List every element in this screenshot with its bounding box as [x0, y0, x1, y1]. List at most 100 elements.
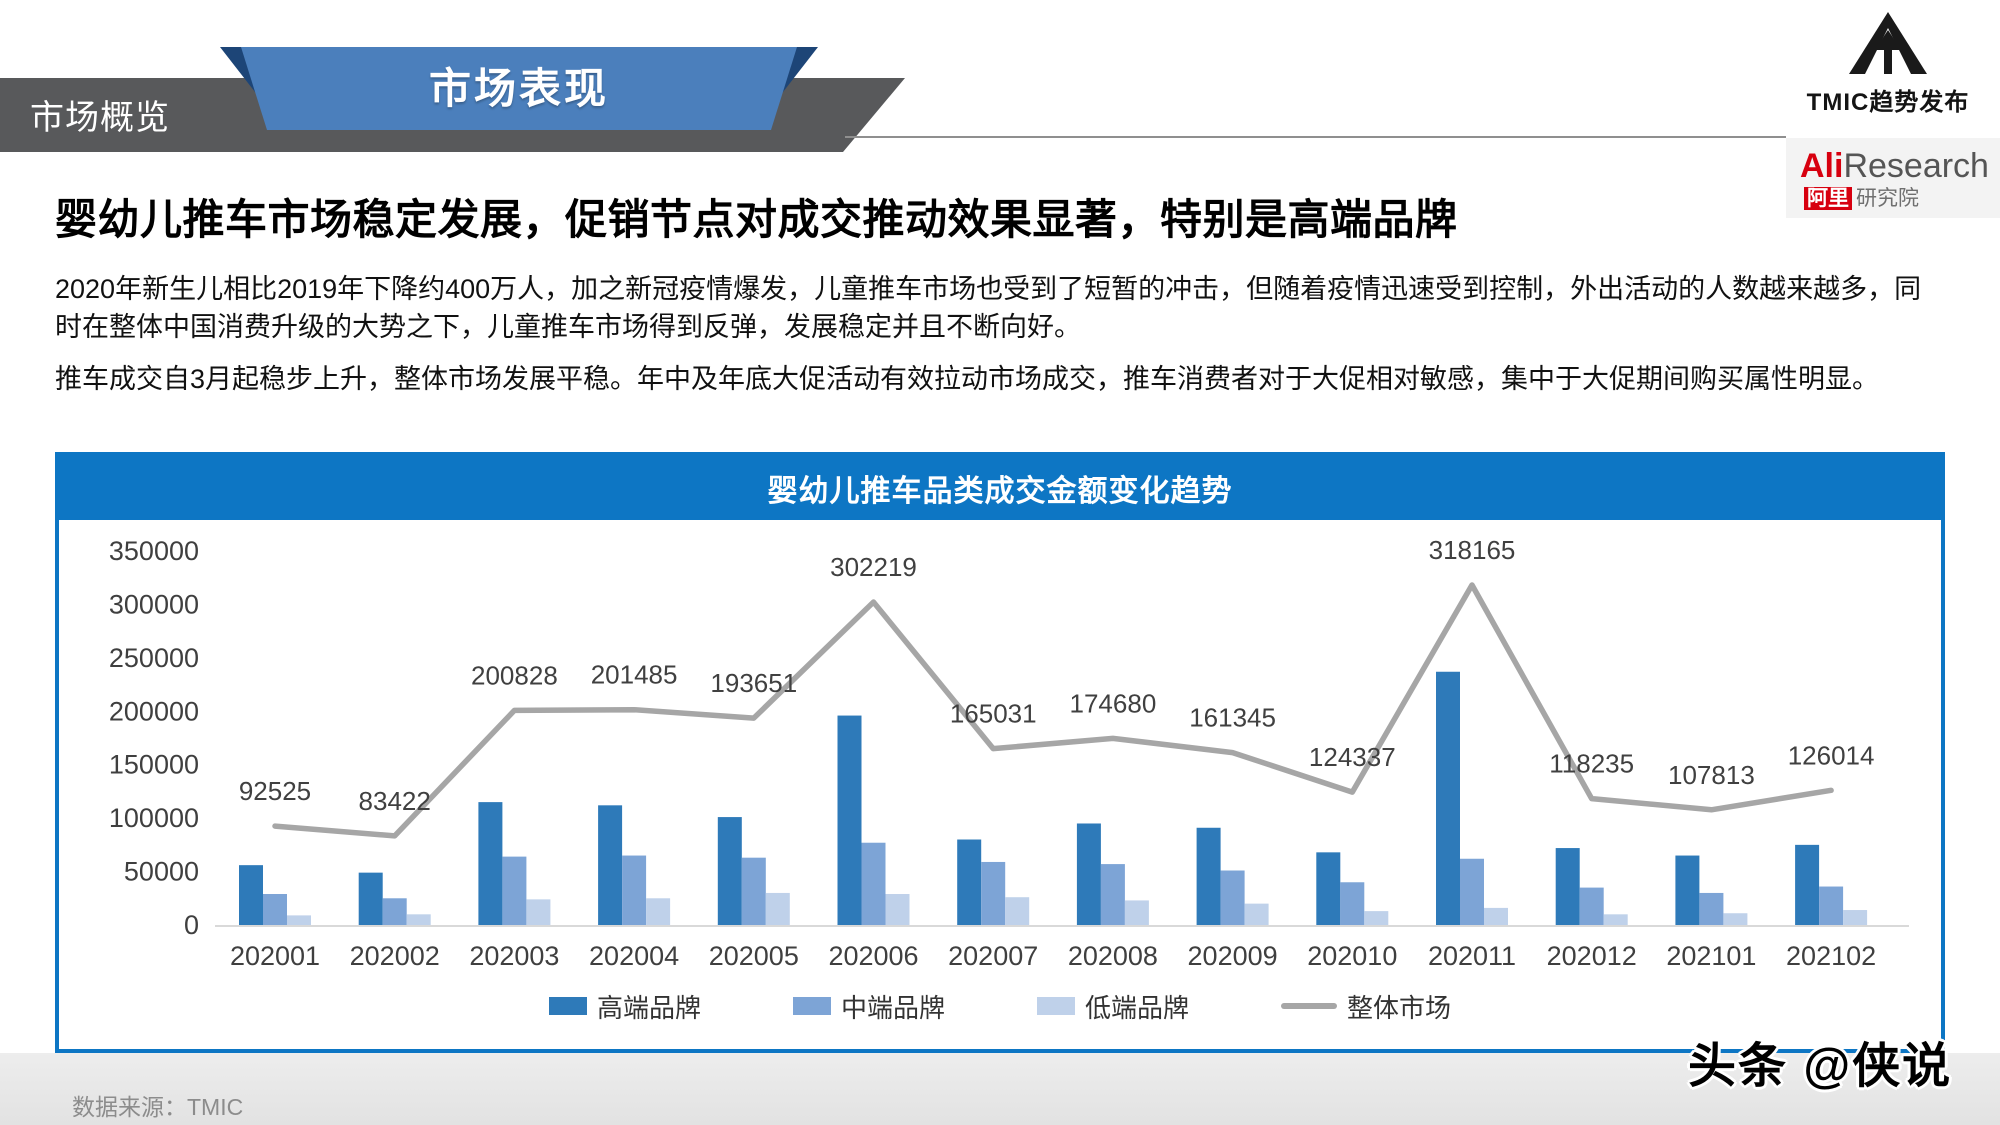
y-tick-label: 50000 [124, 857, 199, 887]
data-label: 126014 [1788, 740, 1875, 770]
tmic-arrow-icon [1849, 12, 1927, 74]
body-paragraph-2: 推车成交自3月起稳步上升，整体市场发展平稳。年中及年底大促活动有效拉动市场成交，… [55, 364, 1880, 394]
bar-中端品牌 [1579, 887, 1604, 925]
research-cn-mark: 研究院 [1856, 187, 1919, 211]
aliresearch-wordmark: AliResearch [1800, 147, 2000, 185]
x-tick-label: 202101 [1666, 941, 1756, 971]
data-label: 201485 [591, 660, 678, 690]
y-tick-label: 100000 [109, 803, 199, 833]
chart-legend: 高端品牌 中端品牌 低端品牌 整体市场 [59, 978, 1941, 1034]
bar-低端品牌 [765, 892, 790, 925]
bar-低端品牌 [526, 899, 551, 925]
y-tick-label: 0 [184, 910, 199, 940]
legend-item-整体市场: 整体市场 [1281, 988, 1451, 1025]
bar-中端品牌 [502, 856, 527, 925]
data-label: 165031 [950, 699, 1037, 729]
bar-高端品牌 [957, 839, 982, 925]
bar-中端品牌 [1340, 882, 1365, 925]
bar-中端品牌 [1460, 858, 1484, 925]
x-tick-label: 202008 [1068, 941, 1158, 971]
x-tick-label: 202006 [828, 941, 918, 971]
aliresearch-cn: 阿里 研究院 [1800, 187, 2000, 211]
bar-低端品牌 [1005, 897, 1030, 925]
x-tick-label: 202004 [589, 941, 679, 971]
x-tick-label: 202011 [1428, 941, 1516, 971]
bar-低端品牌 [1364, 911, 1389, 925]
x-tick-label: 202007 [948, 941, 1038, 971]
bar-低端品牌 [1124, 900, 1149, 925]
legend-label: 低端品牌 [1085, 992, 1190, 1023]
bar-中端品牌 [981, 861, 1006, 925]
banner-ribbon: 市场表现 [241, 47, 797, 130]
data-label: 302219 [830, 552, 917, 582]
bar-低端品牌 [406, 914, 431, 925]
banner-label: 市场表现 [428, 65, 609, 112]
bar-高端品牌 [239, 865, 263, 925]
bar-中端品牌 [622, 855, 647, 925]
legend-label: 中端品牌 [840, 992, 945, 1023]
trend-line [272, 582, 1834, 839]
y-tick-label: 350000 [109, 536, 199, 566]
x-tick-label: 202001 [230, 941, 320, 971]
bar-高端品牌 [1316, 852, 1341, 925]
bar-中端品牌 [1819, 886, 1844, 925]
aliresearch-logo: AliResearch 阿里 研究院 [1786, 138, 2000, 218]
tmic-logo-text: TMIC趋势发布 [1806, 89, 1970, 116]
bar-高端品牌 [1795, 844, 1820, 925]
bar-中端品牌 [861, 842, 886, 925]
bar-低端品牌 [1843, 910, 1868, 925]
x-tick-label: 202003 [469, 941, 559, 971]
bar-中端品牌 [263, 894, 287, 925]
bar-低端品牌 [1484, 907, 1508, 925]
bar-低端品牌 [1723, 913, 1748, 925]
x-tick-label: 202005 [709, 941, 799, 971]
legend-color-swatch [1037, 997, 1075, 1015]
bar-低端品牌 [885, 894, 910, 925]
data-label: 83422 [359, 786, 431, 816]
legend-line-swatch [1281, 1003, 1338, 1009]
x-tick-label: 202010 [1307, 941, 1397, 971]
tmic-logo: TMIC趋势发布 [1790, 12, 1986, 117]
legend-color-swatch [792, 997, 831, 1015]
chart-title-bar: 婴幼儿推车品类成交金额变化趋势 [59, 456, 1941, 520]
bar-中端品牌 [741, 857, 766, 925]
bar-中端品牌 [1100, 864, 1125, 925]
bar-低端品牌 [1603, 914, 1628, 925]
bar-中端品牌 [382, 898, 407, 925]
data-source-note: 数据来源：TMIC [72, 1094, 244, 1120]
bar-高端品牌 [717, 817, 742, 925]
legend-label: 高端品牌 [596, 992, 701, 1023]
bar-高端品牌 [1436, 671, 1460, 925]
bar-高端品牌 [598, 805, 623, 925]
y-tick-label: 250000 [109, 643, 199, 673]
x-tick-label: 202009 [1188, 941, 1278, 971]
data-label: 318165 [1429, 535, 1516, 565]
data-label: 161345 [1189, 703, 1276, 733]
section-tab-label: 市场概览 [30, 99, 170, 137]
header-divider-line [845, 136, 1786, 138]
bar-高端品牌 [1196, 827, 1221, 925]
chart-container: 婴幼儿推车品类成交金额变化趋势 0 50000 100000 150000 200000… [55, 452, 1945, 1053]
bar-高端品牌 [1076, 823, 1101, 925]
bar-高端品牌 [358, 872, 383, 925]
chart-title: 婴幼儿推车品类成交金额变化趋势 [767, 475, 1233, 508]
legend-item-中端品牌: 中端品牌 [792, 988, 945, 1025]
trend-chart: 0 50000 100000 150000 200000 250000 300000 3500… [109, 535, 1909, 971]
x-tick-label: 202002 [350, 941, 440, 971]
ali-wordmark: Ali [1800, 147, 1844, 185]
data-label: 200828 [471, 660, 558, 690]
bar-高端品牌 [1555, 848, 1580, 925]
bar-中端品牌 [1220, 870, 1245, 925]
bar-低端品牌 [646, 898, 671, 925]
legend-color-swatch [548, 997, 587, 1015]
data-label: 193651 [710, 668, 797, 698]
bottom-band [0, 1053, 2000, 1125]
ali-cn-mark: 阿里 [1804, 187, 1852, 211]
research-wordmark: Research [1843, 147, 1989, 185]
y-tick-label: 150000 [109, 750, 199, 780]
legend-item-低端品牌: 低端品牌 [1037, 988, 1189, 1025]
data-label: 92525 [239, 776, 311, 806]
y-tick-label: 300000 [109, 589, 199, 619]
data-label: 174680 [1070, 688, 1157, 718]
